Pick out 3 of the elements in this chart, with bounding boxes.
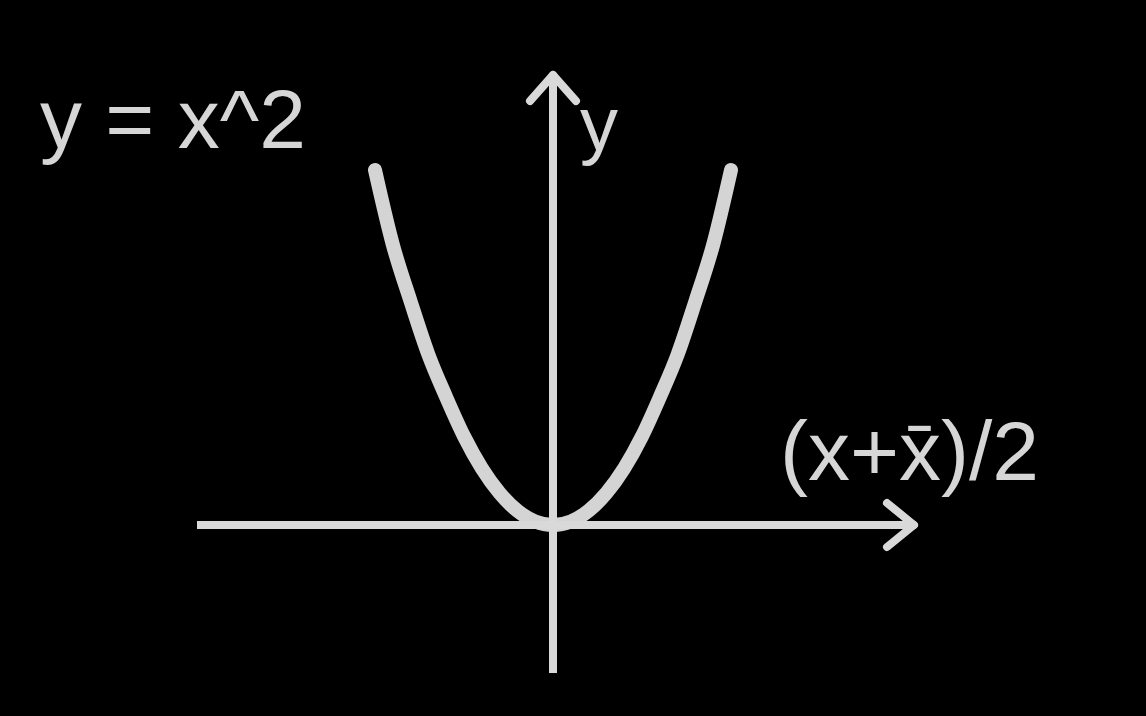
x-axis-title: (x+x̄)/2 bbox=[780, 404, 1040, 498]
y-axis-title: y bbox=[580, 81, 618, 166]
chart-title: y = x^2 bbox=[40, 72, 306, 166]
